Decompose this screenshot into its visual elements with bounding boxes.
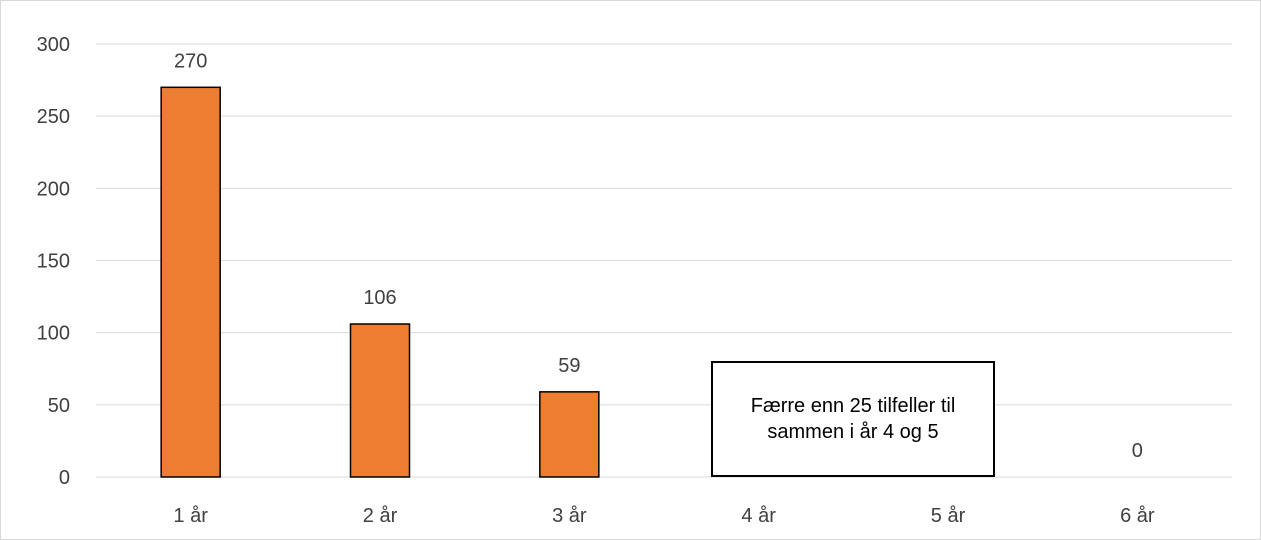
x-tick-label: 2 år xyxy=(363,505,398,527)
y-tick-label: 0 xyxy=(59,467,70,489)
y-tick-label: 200 xyxy=(37,178,70,200)
data-label: 270 xyxy=(174,50,207,72)
y-tick-label: 100 xyxy=(37,323,70,345)
data-label: 59 xyxy=(558,355,580,377)
x-tick-label: 4 år xyxy=(741,505,776,527)
y-tick-label: 300 xyxy=(37,34,70,56)
bar xyxy=(349,323,411,478)
annotation-box: Færre enn 25 tilfeller til sammen i år 4… xyxy=(711,361,995,477)
data-label: 0 xyxy=(1132,440,1143,462)
x-tick-label: 1 år xyxy=(173,505,208,527)
y-tick-label: 50 xyxy=(48,395,70,417)
y-tick-label: 250 xyxy=(37,106,70,128)
y-tick-label: 150 xyxy=(37,251,70,273)
x-tick-label: 6 år xyxy=(1120,505,1155,527)
bar xyxy=(160,86,221,478)
bar xyxy=(539,391,600,478)
x-tick-label: 5 år xyxy=(931,505,966,527)
x-tick-label: 3 år xyxy=(552,505,587,527)
data-label: 106 xyxy=(363,287,396,309)
